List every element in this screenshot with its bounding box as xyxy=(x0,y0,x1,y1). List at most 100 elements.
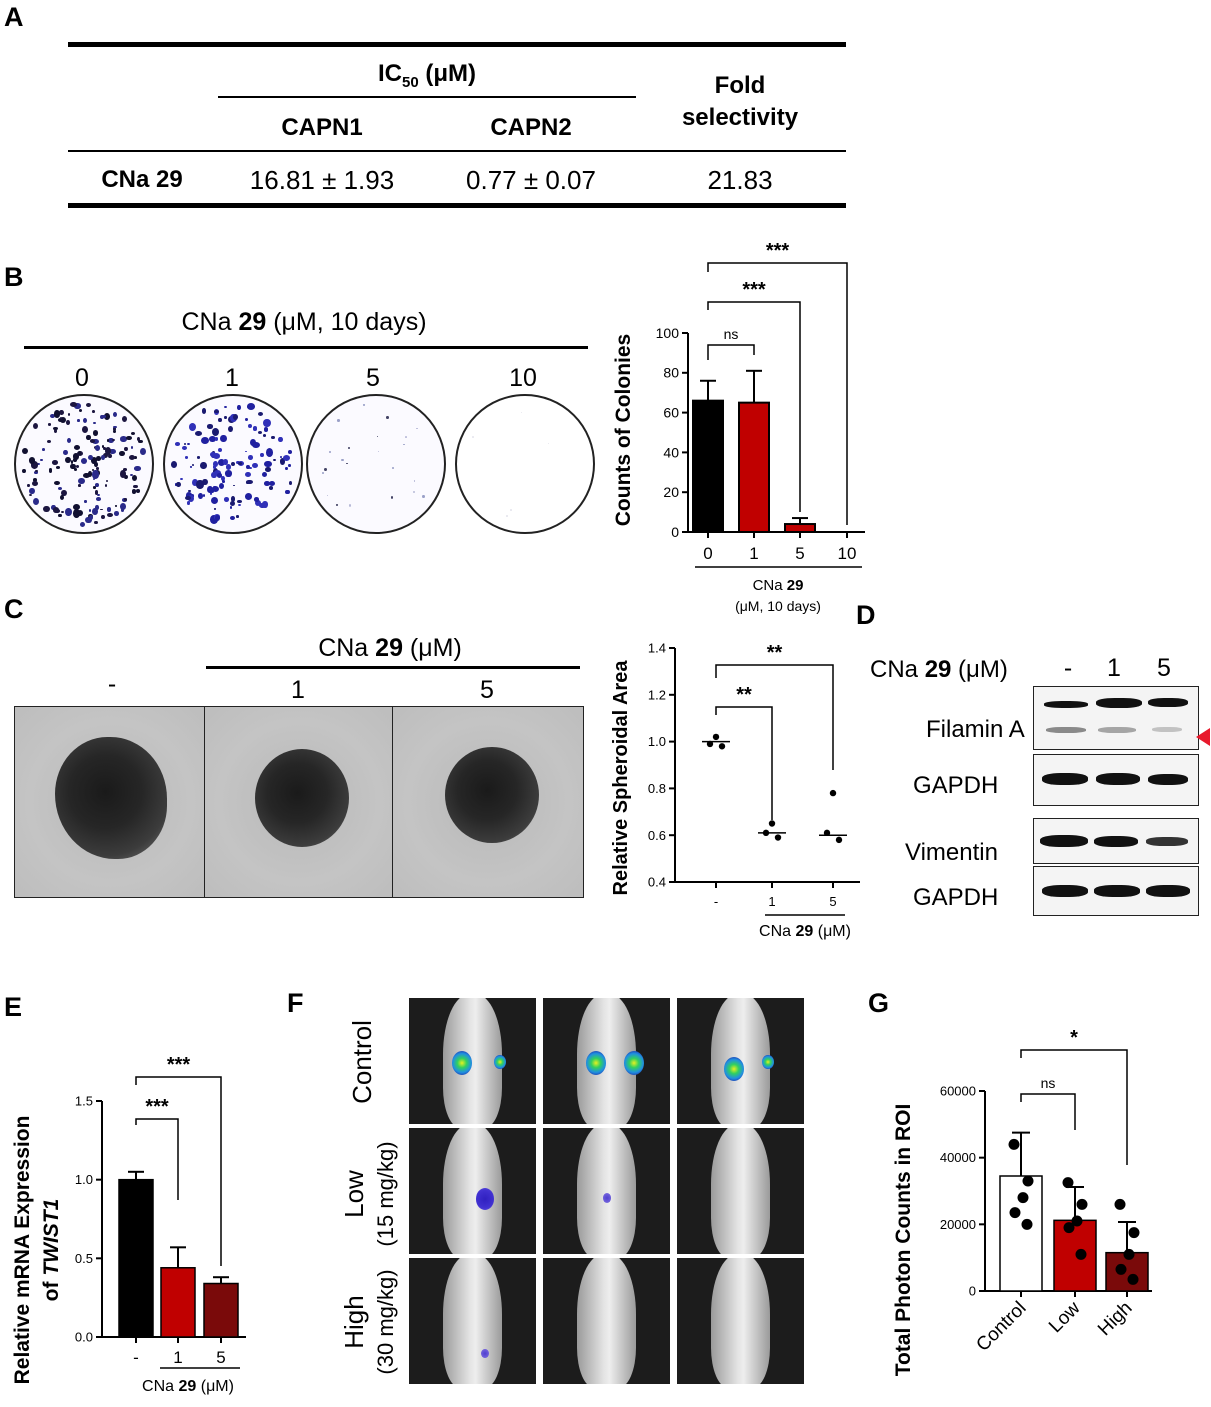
colony-spot xyxy=(60,417,63,420)
ivis-mouse-image xyxy=(543,998,670,1124)
colony-spot xyxy=(284,466,288,471)
colony-spot xyxy=(214,508,217,510)
colony-spot xyxy=(258,411,264,416)
blot-treatment-header: CNa 29 (μM) xyxy=(870,656,1008,684)
colony-spot xyxy=(386,415,389,419)
colony-spot xyxy=(77,484,81,487)
twist1-chart-y-tick-label: 1.0 xyxy=(75,1172,93,1187)
colony-spot xyxy=(88,514,94,520)
photon-data-point xyxy=(1115,1263,1127,1275)
colony-spot xyxy=(347,447,350,450)
colony-spot xyxy=(213,460,218,467)
colony-spot xyxy=(53,429,58,434)
colony-spot xyxy=(140,447,147,455)
colony-spot xyxy=(348,504,352,508)
capn1-value: 16.81 ± 1.93 xyxy=(249,165,395,195)
photon-data-point xyxy=(1017,1192,1029,1204)
colony-spot xyxy=(202,478,208,486)
colony-title-rule xyxy=(24,346,588,349)
colony-spot xyxy=(252,426,258,431)
colony-spot xyxy=(84,500,87,503)
spheroid-chart-y-tick-label: 1.4 xyxy=(648,641,666,656)
colony-spot xyxy=(52,506,60,513)
colony-spot xyxy=(102,452,108,458)
twist1-x-tick-label: 5 xyxy=(216,1348,225,1367)
colony-spot xyxy=(137,439,143,444)
bioluminescence-signal xyxy=(481,1348,490,1359)
spheroid-5 xyxy=(445,747,539,843)
colony-spot xyxy=(57,418,64,423)
colony-spot xyxy=(238,503,242,506)
colony-sig-0-10-bracket xyxy=(707,262,848,525)
colony-spot xyxy=(94,520,99,525)
colony-spot xyxy=(124,447,128,452)
colony-spot xyxy=(128,455,135,460)
panel-label-b: B xyxy=(4,262,24,292)
colony-spot xyxy=(78,477,85,485)
band-filamin-cleaved-1 xyxy=(1098,727,1136,733)
colony-spot xyxy=(96,496,101,501)
colony-spot xyxy=(206,485,213,494)
fold-value: 21.83 xyxy=(707,165,773,195)
colony-spot xyxy=(170,461,177,469)
colony-spot xyxy=(268,481,275,487)
cleavage-arrow-icon xyxy=(1196,728,1210,746)
colony-spot xyxy=(191,478,198,486)
colony-spot xyxy=(124,475,129,480)
colony-spot xyxy=(53,481,60,486)
colony-spot xyxy=(390,496,394,499)
photon-sig-ctrl-high-bracket xyxy=(1020,1049,1128,1165)
colony-spot xyxy=(134,466,141,471)
bioluminescence-signal xyxy=(494,1055,507,1070)
band-gapdh2-control xyxy=(1042,885,1088,897)
colony-spot xyxy=(26,483,30,488)
colony-spot xyxy=(89,439,95,443)
blot-gapdh-2 xyxy=(1033,866,1199,916)
spheroid-area-chart: 0.4 0.6 0.8 1.0 1.2 1.4 - 1 5 CNa 29 (μM) Relative… xyxy=(610,641,860,940)
colony-spot xyxy=(105,479,109,482)
panel-label-d: D xyxy=(856,600,876,630)
colony-dish-1 xyxy=(163,394,303,534)
colony-sig-0-5-significance-label: *** xyxy=(742,279,766,301)
colony-spot xyxy=(547,442,550,444)
spheroid-condition-5: 5 xyxy=(480,676,494,704)
spheroid-chart-y-tick-label: 0.6 xyxy=(648,828,666,843)
bioluminescence-signal xyxy=(476,1188,495,1210)
colony-assay-title: CNa 29 (μM, 10 days) xyxy=(181,308,426,337)
colony-spot xyxy=(191,463,195,466)
colony-spot xyxy=(40,458,43,462)
colony-spot xyxy=(184,495,191,500)
colony-chart-y-tick-label: 0 xyxy=(671,524,679,540)
colony-spot xyxy=(113,427,117,431)
twist1-bar xyxy=(160,1267,196,1338)
photon-x-tick-label: Low xyxy=(1045,1297,1085,1337)
colony-spot xyxy=(184,455,189,459)
spheroid-title-rule xyxy=(206,666,580,669)
colony-spot xyxy=(28,493,32,496)
colony-spot xyxy=(510,509,512,512)
colony-chart-y-tick-label: 80 xyxy=(663,365,679,381)
dose-label-1: 1 xyxy=(225,364,239,392)
band-gapdh1-1 xyxy=(1096,773,1140,785)
twist1-chart-y-tick-label: 0.5 xyxy=(75,1251,93,1266)
colony-spot xyxy=(106,507,112,513)
blot-label-filamin-a: Filamin A xyxy=(926,716,1025,743)
spheroid-chart-y-tick-label: 0.4 xyxy=(648,875,666,890)
colony-spot xyxy=(92,421,96,425)
colony-spot xyxy=(112,425,117,429)
photon-chart-y-tick-label: 60000 xyxy=(940,1084,976,1099)
colony-spot xyxy=(261,501,268,508)
colony-spot xyxy=(78,409,82,413)
colony-spot xyxy=(123,468,128,472)
colony-sig-0-5-bracket xyxy=(707,301,801,512)
spheroid-data-point xyxy=(718,743,726,750)
colony-spot xyxy=(263,433,267,437)
colony-spot xyxy=(90,456,98,464)
colony-spot xyxy=(201,408,207,414)
spheroid-data-point xyxy=(768,820,776,827)
colony-spot xyxy=(218,482,224,489)
colony-spot xyxy=(82,417,87,423)
photon-data-point xyxy=(1062,1177,1074,1189)
colony-spot xyxy=(115,505,118,507)
twist1-y-axis-title-line2: of TWIST1 xyxy=(40,1199,63,1302)
